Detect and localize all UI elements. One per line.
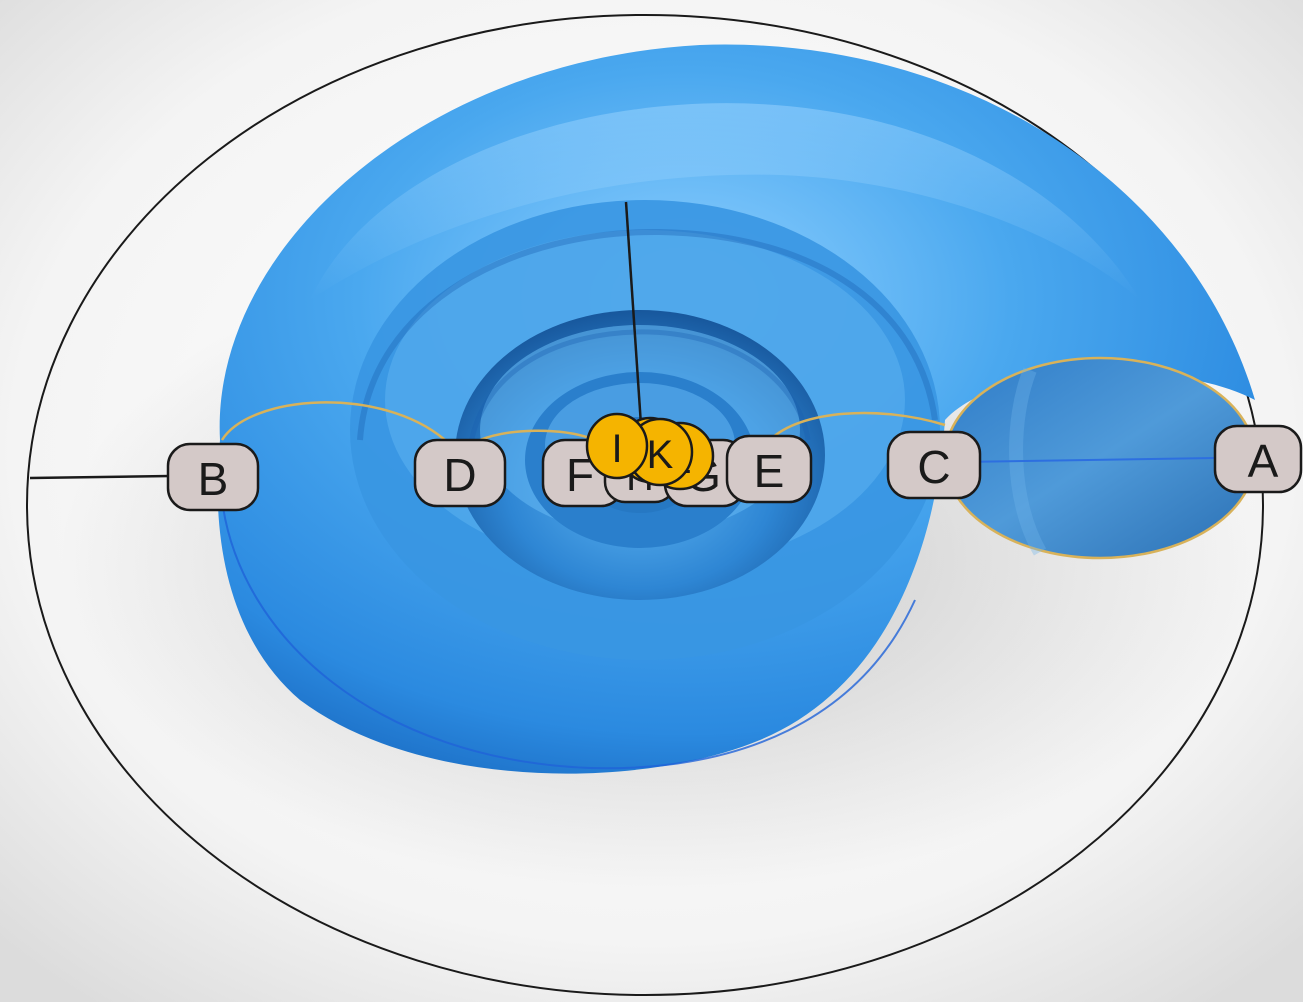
profile-curve bbox=[220, 401, 946, 442]
point-tag-a: A bbox=[1213, 424, 1303, 494]
tag-b-text: B bbox=[198, 453, 229, 505]
groove-1 bbox=[357, 228, 938, 441]
point-tag-i: I bbox=[585, 412, 649, 480]
tag-e-text: E bbox=[754, 445, 785, 497]
tag-i-text: I bbox=[611, 427, 622, 471]
shell-highlight bbox=[310, 103, 1140, 300]
shell-lower-rim bbox=[221, 499, 916, 770]
outer-guide-ellipse bbox=[26, 14, 1264, 996]
point-tag-c: C bbox=[886, 430, 982, 500]
aperture-section bbox=[943, 356, 1257, 560]
point-tag-e: E bbox=[725, 434, 813, 504]
tag-c-text: C bbox=[917, 441, 950, 493]
point-tag-d: D bbox=[413, 438, 507, 508]
aperture-axis bbox=[959, 457, 1216, 463]
point-tag-b: B bbox=[166, 442, 260, 512]
tag-k-text: K bbox=[647, 433, 674, 477]
tag-d-text: D bbox=[443, 449, 476, 501]
central-axis-line bbox=[624, 201, 644, 441]
tag-a-text: A bbox=[1248, 435, 1279, 487]
groove-2 bbox=[467, 329, 811, 451]
radius-line bbox=[29, 474, 171, 480]
